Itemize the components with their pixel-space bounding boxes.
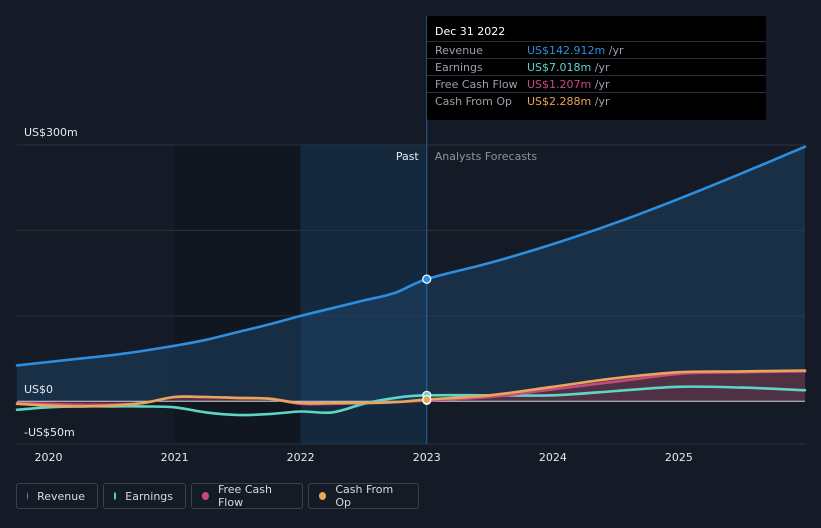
legend-label-revenue: Revenue	[37, 489, 85, 503]
legend-item-fcf[interactable]: Free Cash Flow	[191, 483, 303, 509]
revenue-line	[15, 145, 807, 367]
free-cash-flow-area	[17, 371, 805, 405]
tooltip-label-fcf: Free Cash Flow	[435, 78, 518, 91]
past-label: Past	[396, 150, 420, 163]
tooltip-unit: /yr	[594, 78, 610, 91]
y-tick-label-0: US$0	[24, 383, 53, 396]
tooltip: Dec 31 2022 Revenue US$142.912m /yr Earn…	[427, 16, 766, 120]
tooltip-unit: /yr	[608, 44, 624, 57]
tooltip-value-cfo: US$2.288m	[527, 95, 592, 108]
tooltip-value-fcf-wrap: US$1.207m /yr	[527, 76, 610, 94]
x-tick-label: 2021	[161, 451, 189, 464]
revenue-area	[17, 146, 805, 402]
tooltip-value-earnings: US$7.018m	[527, 61, 592, 74]
tooltip-row-earnings: Earnings US$7.018m /yr	[427, 58, 766, 76]
tooltip-label-cfo: Cash From Op	[435, 95, 513, 108]
tooltip-unit: /yr	[594, 95, 610, 108]
tooltip-label-revenue: Revenue	[435, 44, 483, 57]
x-tick-label: 2020	[35, 451, 63, 464]
tooltip-label-earnings: Earnings	[435, 61, 483, 74]
tooltip-row-fcf: Free Cash Flow US$1.207m /yr	[427, 75, 766, 93]
tooltip-value-fcf: US$1.207m	[527, 78, 592, 91]
cash-from-op-marker	[422, 394, 432, 405]
legend-item-earnings[interactable]: Earnings	[103, 483, 186, 509]
tooltip-value-revenue-wrap: US$142.912m /yr	[527, 42, 624, 60]
legend-dot-fcf	[202, 492, 209, 500]
tooltip-value-cfo-wrap: US$2.288m /yr	[527, 93, 610, 111]
legend-label-earnings: Earnings	[125, 489, 173, 503]
legend: Revenue Earnings Free Cash Flow Cash Fro…	[16, 483, 419, 511]
legend-dot-cfo	[319, 492, 327, 500]
tooltip-date: Dec 31 2022	[435, 25, 506, 38]
revenue-marker	[422, 274, 432, 284]
legend-item-cfo[interactable]: Cash From Op	[308, 483, 419, 509]
legend-item-revenue[interactable]: Revenue	[16, 483, 98, 509]
x-tick-label: 2025	[665, 451, 693, 464]
legend-label-fcf: Free Cash Flow	[217, 483, 272, 509]
y-tick-label-300: US$300m	[24, 126, 78, 139]
past-shade-dark	[174, 145, 301, 444]
legend-dot-revenue	[27, 492, 29, 500]
legend-dot-earnings	[114, 492, 117, 500]
past-shade-highlight	[300, 145, 427, 444]
tooltip-unit: /yr	[594, 61, 610, 74]
forecast-label: Analysts Forecasts	[435, 150, 538, 163]
x-tick-label: 2023	[413, 451, 441, 464]
tooltip-value-revenue: US$142.912m	[527, 44, 606, 57]
x-tick-label: 2024	[539, 451, 567, 464]
cash-from-op-line	[15, 369, 807, 408]
legend-label-cfo: Cash From Op	[335, 483, 394, 509]
x-tick-label: 2022	[287, 451, 315, 464]
tooltip-value-earnings-wrap: US$7.018m /yr	[527, 59, 610, 77]
tooltip-row-cfo: Cash From Op US$2.288m /yr	[427, 92, 766, 110]
y-tick-label-neg50: -US$50m	[24, 426, 75, 439]
tooltip-row-revenue: Revenue US$142.912m /yr	[427, 41, 766, 59]
